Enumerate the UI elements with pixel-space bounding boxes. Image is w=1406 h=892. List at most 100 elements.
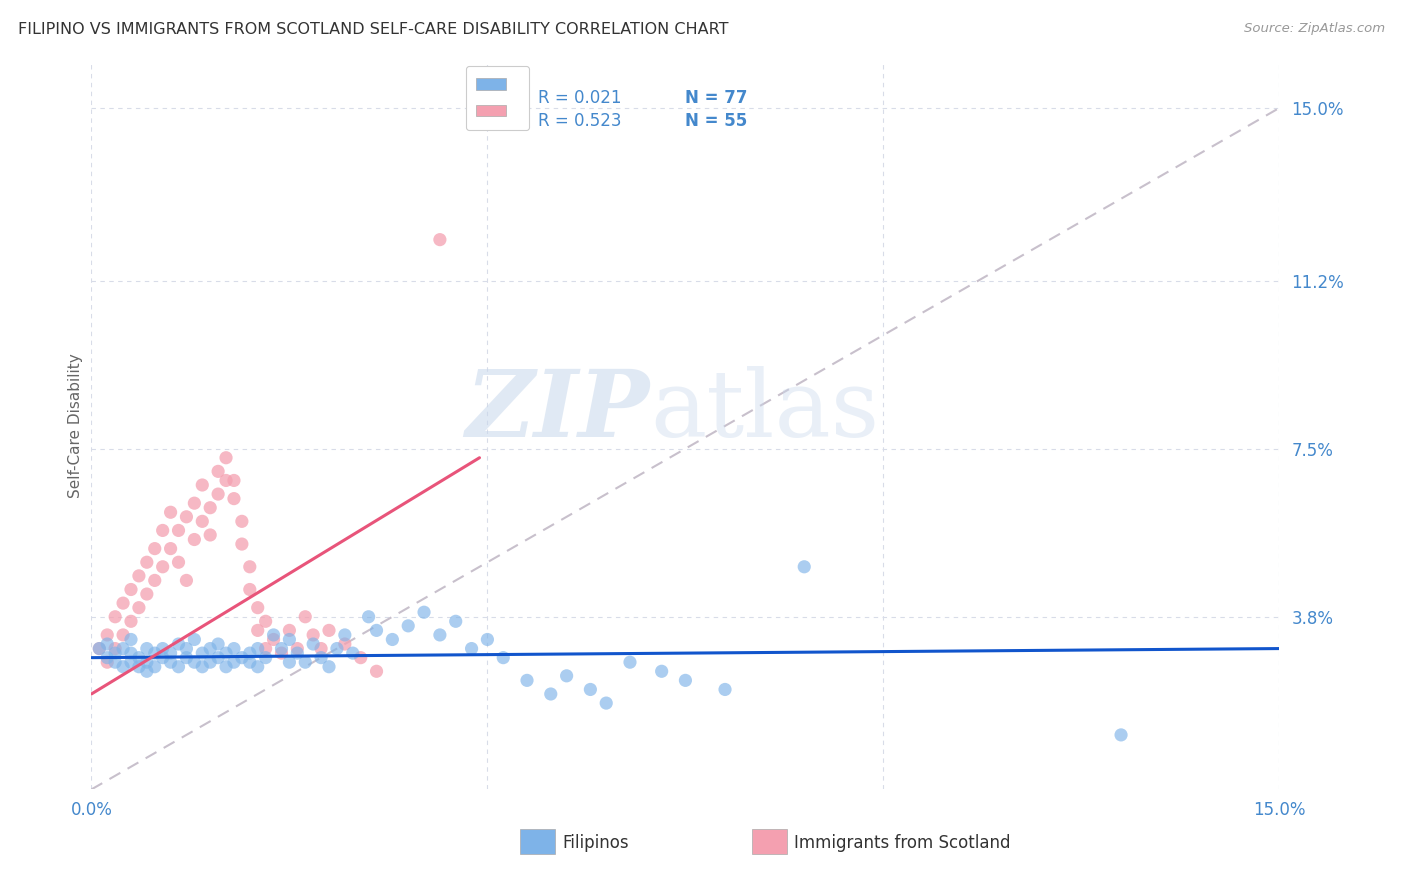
- Point: [215, 474, 238, 488]
- Text: Source: ZipAtlas.com: Source: ZipAtlas.com: [1244, 22, 1385, 36]
- Text: Filipinos: Filipinos: [562, 834, 628, 852]
- Point: [183, 533, 205, 547]
- Point: [207, 464, 229, 478]
- Point: [254, 650, 277, 665]
- Point: [270, 641, 292, 656]
- Point: [302, 628, 325, 642]
- Point: [619, 655, 641, 669]
- Point: [183, 655, 205, 669]
- Point: [444, 615, 467, 629]
- Point: [135, 665, 157, 679]
- Point: [152, 650, 174, 665]
- Point: [246, 600, 269, 615]
- Point: [96, 655, 118, 669]
- Text: N = 77: N = 77: [685, 88, 748, 107]
- Point: [96, 628, 118, 642]
- Point: [318, 659, 340, 673]
- Point: [191, 514, 214, 528]
- Point: [167, 555, 190, 569]
- Point: [128, 659, 150, 673]
- Point: [579, 682, 602, 697]
- Point: [96, 637, 118, 651]
- Point: [104, 609, 127, 624]
- Point: [215, 450, 238, 465]
- Point: [152, 559, 174, 574]
- Point: [294, 655, 316, 669]
- Point: [159, 505, 181, 519]
- Point: [595, 696, 617, 710]
- Point: [112, 641, 135, 656]
- Point: [477, 632, 499, 647]
- Point: [200, 655, 222, 669]
- Point: [309, 641, 332, 656]
- Point: [112, 596, 135, 610]
- Point: [231, 514, 253, 528]
- Point: [651, 665, 673, 679]
- Point: [207, 650, 229, 665]
- Point: [159, 541, 181, 556]
- Point: [318, 624, 340, 638]
- Point: [183, 496, 205, 510]
- Point: [143, 646, 166, 660]
- Point: [429, 233, 451, 247]
- Point: [104, 655, 127, 669]
- Point: [104, 646, 127, 660]
- Text: Immigrants from Scotland: Immigrants from Scotland: [794, 834, 1011, 852]
- Text: R = 0.021: R = 0.021: [538, 88, 621, 107]
- Text: R = 0.523: R = 0.523: [538, 112, 621, 130]
- Point: [128, 650, 150, 665]
- Point: [278, 655, 301, 669]
- Point: [302, 637, 325, 651]
- Point: [278, 624, 301, 638]
- Point: [342, 646, 364, 660]
- Point: [135, 555, 157, 569]
- Text: N = 55: N = 55: [685, 112, 748, 130]
- Y-axis label: Self-Care Disability: Self-Care Disability: [67, 353, 83, 499]
- Text: FILIPINO VS IMMIGRANTS FROM SCOTLAND SELF-CARE DISABILITY CORRELATION CHART: FILIPINO VS IMMIGRANTS FROM SCOTLAND SEL…: [18, 22, 728, 37]
- Point: [254, 641, 277, 656]
- Point: [104, 641, 127, 656]
- Point: [128, 600, 150, 615]
- Point: [294, 609, 316, 624]
- Point: [207, 637, 229, 651]
- Point: [246, 624, 269, 638]
- Point: [239, 582, 262, 597]
- Point: [263, 632, 285, 647]
- Point: [222, 474, 245, 488]
- Point: [191, 478, 214, 492]
- Point: [231, 650, 253, 665]
- Point: [191, 659, 214, 673]
- Point: [222, 641, 245, 656]
- Text: atlas: atlas: [650, 367, 879, 457]
- Point: [200, 500, 222, 515]
- Point: [135, 655, 157, 669]
- Point: [159, 646, 181, 660]
- Point: [167, 659, 190, 673]
- Point: [350, 650, 373, 665]
- Point: [540, 687, 562, 701]
- Point: [135, 641, 157, 656]
- Point: [793, 559, 815, 574]
- Point: [516, 673, 538, 688]
- Point: [143, 659, 166, 673]
- Point: [714, 682, 737, 697]
- Point: [89, 641, 111, 656]
- Point: [239, 559, 262, 574]
- Point: [152, 641, 174, 656]
- Point: [143, 574, 166, 588]
- Point: [326, 641, 349, 656]
- Point: [120, 615, 142, 629]
- Point: [246, 641, 269, 656]
- Point: [396, 619, 419, 633]
- Point: [333, 637, 356, 651]
- Point: [231, 537, 253, 551]
- Point: [309, 650, 332, 665]
- Point: [183, 632, 205, 647]
- Point: [120, 632, 142, 647]
- Point: [1109, 728, 1132, 742]
- Point: [191, 646, 214, 660]
- Point: [207, 487, 229, 501]
- Point: [143, 541, 166, 556]
- Point: [176, 509, 198, 524]
- Point: [413, 605, 436, 619]
